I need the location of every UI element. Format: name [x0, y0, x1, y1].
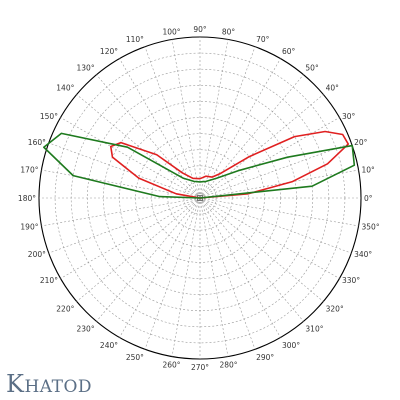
angle-label: 200° [28, 250, 46, 259]
angle-label: 40° [326, 84, 340, 93]
grid-spoke [199, 197, 256, 350]
grid-spoke [199, 142, 352, 199]
angle-label: 110° [126, 35, 144, 44]
angle-label: 60° [282, 47, 296, 56]
grid-spoke [48, 197, 201, 254]
angle-label: 260° [162, 361, 180, 370]
grid-spoke [144, 46, 201, 199]
grid-spoke [119, 197, 201, 338]
angle-label: 340° [354, 250, 372, 259]
grid-spoke [48, 142, 201, 199]
grid-spoke [199, 117, 340, 199]
grid-spoke [199, 58, 281, 199]
angle-label: 330° [342, 276, 360, 285]
grid-spoke [119, 58, 201, 199]
grid-spoke [96, 74, 201, 199]
angle-label: 350° [362, 222, 380, 231]
logo-rest: HATOD [24, 377, 93, 397]
angle-label: 140° [56, 84, 74, 93]
grid-spoke [199, 197, 229, 357]
angle-label: 90° [193, 25, 207, 34]
angle-label: 190° [20, 222, 38, 231]
angle-label: 70° [256, 35, 270, 44]
grid-spoke [41, 169, 201, 199]
angle-label: 240° [100, 341, 118, 350]
khatod-logo: KHATOD [6, 370, 92, 398]
grid-spoke [76, 197, 201, 302]
angle-label: 130° [77, 63, 95, 72]
angle-labels: 0° 10° 20° 30° 40° 50° 60° 70° 80° 90° 100° 110° 120… [18, 25, 380, 372]
angle-label: 250° [126, 353, 144, 362]
angle-label: 150° [40, 112, 58, 121]
grid-spoke [199, 94, 324, 199]
angle-label: 320° [326, 304, 344, 313]
angle-label: 30° [342, 112, 356, 121]
grid-spoke [41, 197, 201, 227]
series-layer [43, 130, 356, 199]
grid-spoke [199, 169, 359, 199]
grid-spoke [199, 197, 340, 279]
logo-initial: K [6, 370, 25, 398]
angle-label: 290° [256, 353, 274, 362]
angle-label: 220° [56, 304, 74, 313]
angle-label: 100° [162, 27, 180, 36]
angle-label: 120° [100, 47, 118, 56]
grid-spoke [171, 197, 201, 357]
angle-label: 20° [354, 138, 368, 147]
angle-label: 230° [77, 325, 95, 334]
series-line-2 [43, 132, 356, 199]
angle-label: 280° [219, 361, 237, 370]
grid-spoke [76, 94, 201, 199]
grid-spoke [171, 39, 201, 199]
grid-spoke [60, 117, 201, 199]
angle-label: 0° [364, 194, 373, 203]
polar-grid [38, 36, 362, 360]
grid-spoke [60, 197, 201, 279]
grid-spoke [199, 197, 281, 338]
angle-label: 310° [305, 325, 323, 334]
grid-spoke [199, 197, 359, 227]
angle-label: 80° [222, 27, 236, 36]
grid-spoke [199, 46, 256, 199]
grid-spoke [199, 197, 304, 322]
series-line-1 [109, 130, 350, 199]
angle-label: 170° [20, 166, 38, 175]
angle-label: 270° [191, 363, 209, 372]
grid-spoke [199, 74, 304, 199]
angle-label: 10° [362, 166, 376, 175]
grid-spoke [96, 197, 201, 322]
grid-spoke [144, 197, 201, 350]
angle-label: 50° [305, 63, 319, 72]
angle-label: 180° [18, 194, 36, 203]
angle-label: 160° [28, 138, 46, 147]
grid-spoke [199, 39, 229, 199]
grid-spoke [199, 197, 352, 254]
grid-spoke [199, 197, 324, 302]
angle-label: 300° [282, 341, 300, 350]
angle-label: 210° [40, 276, 58, 285]
